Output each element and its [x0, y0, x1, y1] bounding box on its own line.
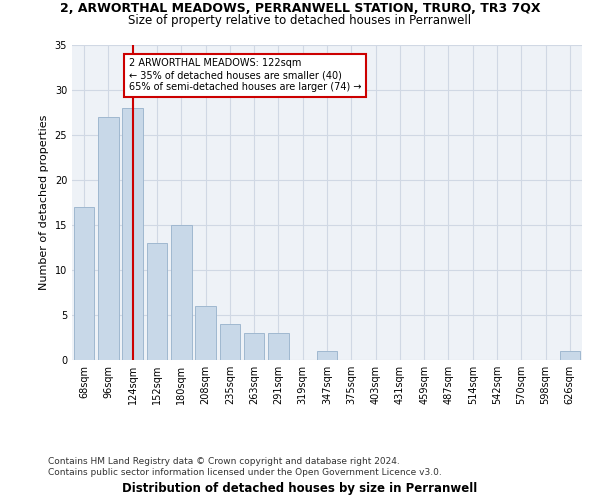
Bar — [317, 351, 337, 360]
Text: Size of property relative to detached houses in Perranwell: Size of property relative to detached ho… — [128, 14, 472, 27]
Text: 2 ARWORTHAL MEADOWS: 122sqm
← 35% of detached houses are smaller (40)
65% of sem: 2 ARWORTHAL MEADOWS: 122sqm ← 35% of det… — [129, 58, 362, 92]
Bar — [195, 306, 216, 360]
Bar — [220, 324, 240, 360]
Text: 2, ARWORTHAL MEADOWS, PERRANWELL STATION, TRURO, TR3 7QX: 2, ARWORTHAL MEADOWS, PERRANWELL STATION… — [60, 2, 540, 16]
Bar — [171, 225, 191, 360]
Bar — [268, 333, 289, 360]
Bar — [560, 351, 580, 360]
Text: Contains HM Land Registry data © Crown copyright and database right 2024.
Contai: Contains HM Land Registry data © Crown c… — [48, 458, 442, 477]
Bar — [244, 333, 265, 360]
Bar — [98, 117, 119, 360]
Text: Distribution of detached houses by size in Perranwell: Distribution of detached houses by size … — [122, 482, 478, 495]
Bar — [146, 243, 167, 360]
Bar — [122, 108, 143, 360]
Y-axis label: Number of detached properties: Number of detached properties — [39, 115, 49, 290]
Bar — [74, 207, 94, 360]
